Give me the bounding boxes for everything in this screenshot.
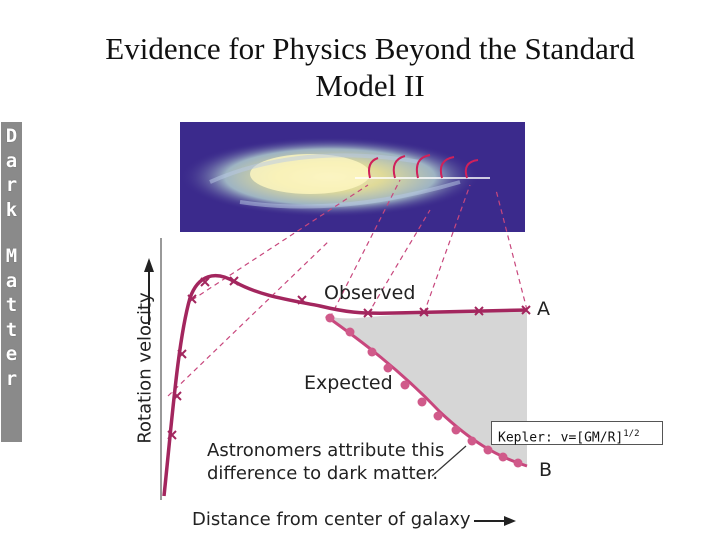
expected-curve [325, 314, 528, 468]
sidebar-letter: k [5, 198, 18, 221]
annotation-line-2: difference to dark matter. [207, 463, 439, 484]
kepler-formula-box: Kepler: v=[GM/R]1/2 [491, 421, 663, 445]
slide-title: Evidence for Physics Beyond the Standard… [40, 30, 700, 104]
expected-label: Expected [304, 372, 393, 394]
sidebar-letter: r [5, 367, 18, 390]
y-axis-label: Rotation velocity [134, 292, 156, 444]
sidebar-letter: D [5, 125, 18, 147]
projection-lines [167, 179, 528, 397]
sidebar-letter: a [5, 149, 18, 172]
point-b-label: B [539, 459, 553, 481]
observed-points [167, 276, 531, 440]
sidebar-letter: a [5, 269, 18, 292]
title-line-1: Evidence for Physics Beyond the Standard [105, 31, 635, 66]
annotation-line-1: Astronomers attribute this [207, 440, 445, 461]
kepler-exponent: 1/2 [623, 429, 640, 439]
sidebar-letter: t [5, 294, 18, 316]
x-axis-label: Distance from center of galaxy [192, 509, 471, 530]
dark-matter-shade [328, 310, 527, 466]
sidebar-letter: r [5, 174, 18, 196]
sidebar-letter: e [5, 343, 18, 365]
sidebar-letter: M [5, 245, 18, 267]
kepler-formula: Kepler: v=[GM/R] [498, 430, 624, 446]
point-a-label: A [537, 298, 550, 320]
observed-label: Observed [324, 282, 416, 304]
galaxy-image [180, 122, 525, 232]
dark-matter-sidebar: D a r k M a t t e r [1, 122, 22, 442]
sidebar-letter: t [5, 318, 18, 341]
dark-matter-annotation: Astronomers attribute this difference to… [207, 439, 444, 485]
expected-points [325, 313, 523, 468]
title-line-2: Model II [315, 68, 425, 103]
observed-curve [162, 273, 528, 497]
